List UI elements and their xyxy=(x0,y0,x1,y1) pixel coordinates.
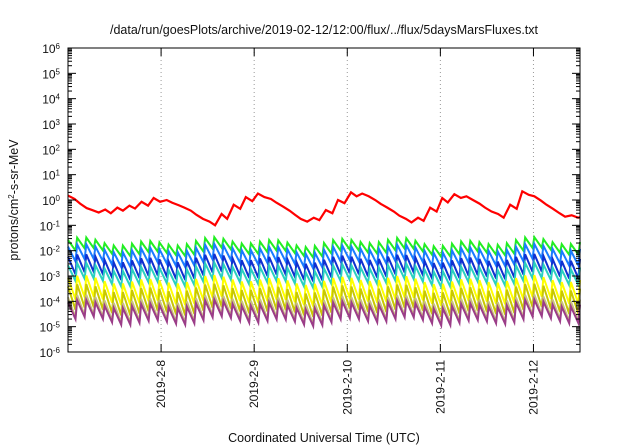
y-axis-label-tail: -s-sr-MeV xyxy=(7,139,21,195)
y-tick-label: 10-3 xyxy=(40,270,61,285)
y-tick-label-exponent: 5 xyxy=(56,67,61,76)
y-tick-label-exponent: -4 xyxy=(53,295,61,304)
y-tick-label-base: 10 xyxy=(42,194,56,208)
y-tick-label-exponent: 3 xyxy=(56,118,61,127)
x-axis-label: Coordinated Universal Time (UTC) xyxy=(228,431,420,445)
y-tick-label-base: 10 xyxy=(40,245,54,259)
y-tick-label-base: 10 xyxy=(40,270,54,284)
y-tick-label-exponent: -1 xyxy=(53,219,61,228)
x-tick-label: 2019-2-8 xyxy=(154,360,168,408)
y-tick-labels: 10610510410310210110010-110-210-310-410-… xyxy=(40,42,61,361)
y-tick-label-exponent: -5 xyxy=(53,320,61,329)
y-axis-label-main: protons/cm xyxy=(7,199,21,261)
y-tick-label-base: 10 xyxy=(40,321,54,335)
y-tick-label-base: 10 xyxy=(42,93,56,107)
y-tick-label: 10-2 xyxy=(40,244,61,259)
y-tick-label-base: 10 xyxy=(42,118,56,132)
y-tick-label: 106 xyxy=(42,42,60,57)
series-line xyxy=(67,258,581,292)
y-tick-label-base: 10 xyxy=(40,346,54,360)
y-tick-label-exponent: 4 xyxy=(56,92,61,101)
y-tick-label-base: 10 xyxy=(42,169,56,183)
y-tick-label: 103 xyxy=(42,118,60,133)
y-tick-label: 10-4 xyxy=(40,295,61,310)
axis-layer xyxy=(67,47,581,353)
y-tick-label-exponent: 6 xyxy=(56,42,61,51)
y-axis-label-superscript: 2 xyxy=(7,194,16,199)
y-axis-label: protons/cm2-s-sr-MeV xyxy=(7,139,22,261)
y-tick-label: 10-5 xyxy=(40,320,61,335)
series-line xyxy=(67,295,581,331)
x-tick-labels: 2019-2-8 2019-2-9 2019-2-10 2019-2-11 2019-2… xyxy=(154,360,540,415)
y-tick-label-base: 10 xyxy=(42,42,56,56)
y-tick-label: 101 xyxy=(42,168,60,183)
series-layer xyxy=(67,189,581,331)
y-tick-label-base: 10 xyxy=(40,219,54,233)
chart-title: /data/run/goesPlots/archive/2019-02-12/1… xyxy=(110,23,539,37)
y-tick-label: 105 xyxy=(42,67,60,82)
x-tick-label: 2019-2-12 xyxy=(526,360,540,415)
y-tick-label-base: 10 xyxy=(42,67,56,81)
y-tick-label-base: 10 xyxy=(42,143,56,157)
series-line-red xyxy=(67,189,581,227)
y-tick-label-exponent: 1 xyxy=(56,168,61,177)
y-tick-label-exponent: -6 xyxy=(53,346,61,355)
y-tick-label: 100 xyxy=(42,194,60,209)
x-tick-label: 2019-2-9 xyxy=(247,360,261,408)
x-tick-label: 2019-2-11 xyxy=(433,360,447,414)
y-tick-label-exponent: 0 xyxy=(56,194,61,203)
y-tick-label: 10-6 xyxy=(40,346,61,361)
y-tick-label: 104 xyxy=(42,92,60,107)
y-tick-label-exponent: 2 xyxy=(56,143,61,152)
x-tick-label: 2019-2-10 xyxy=(340,360,354,415)
y-tick-label: 10-1 xyxy=(40,219,61,234)
y-tick-label-base: 10 xyxy=(40,295,54,309)
series-line xyxy=(67,234,581,261)
series-line xyxy=(67,240,581,272)
y-tick-label-exponent: -2 xyxy=(53,244,61,253)
y-tick-label-exponent: -3 xyxy=(53,270,61,279)
y-tick-label: 102 xyxy=(42,143,60,158)
